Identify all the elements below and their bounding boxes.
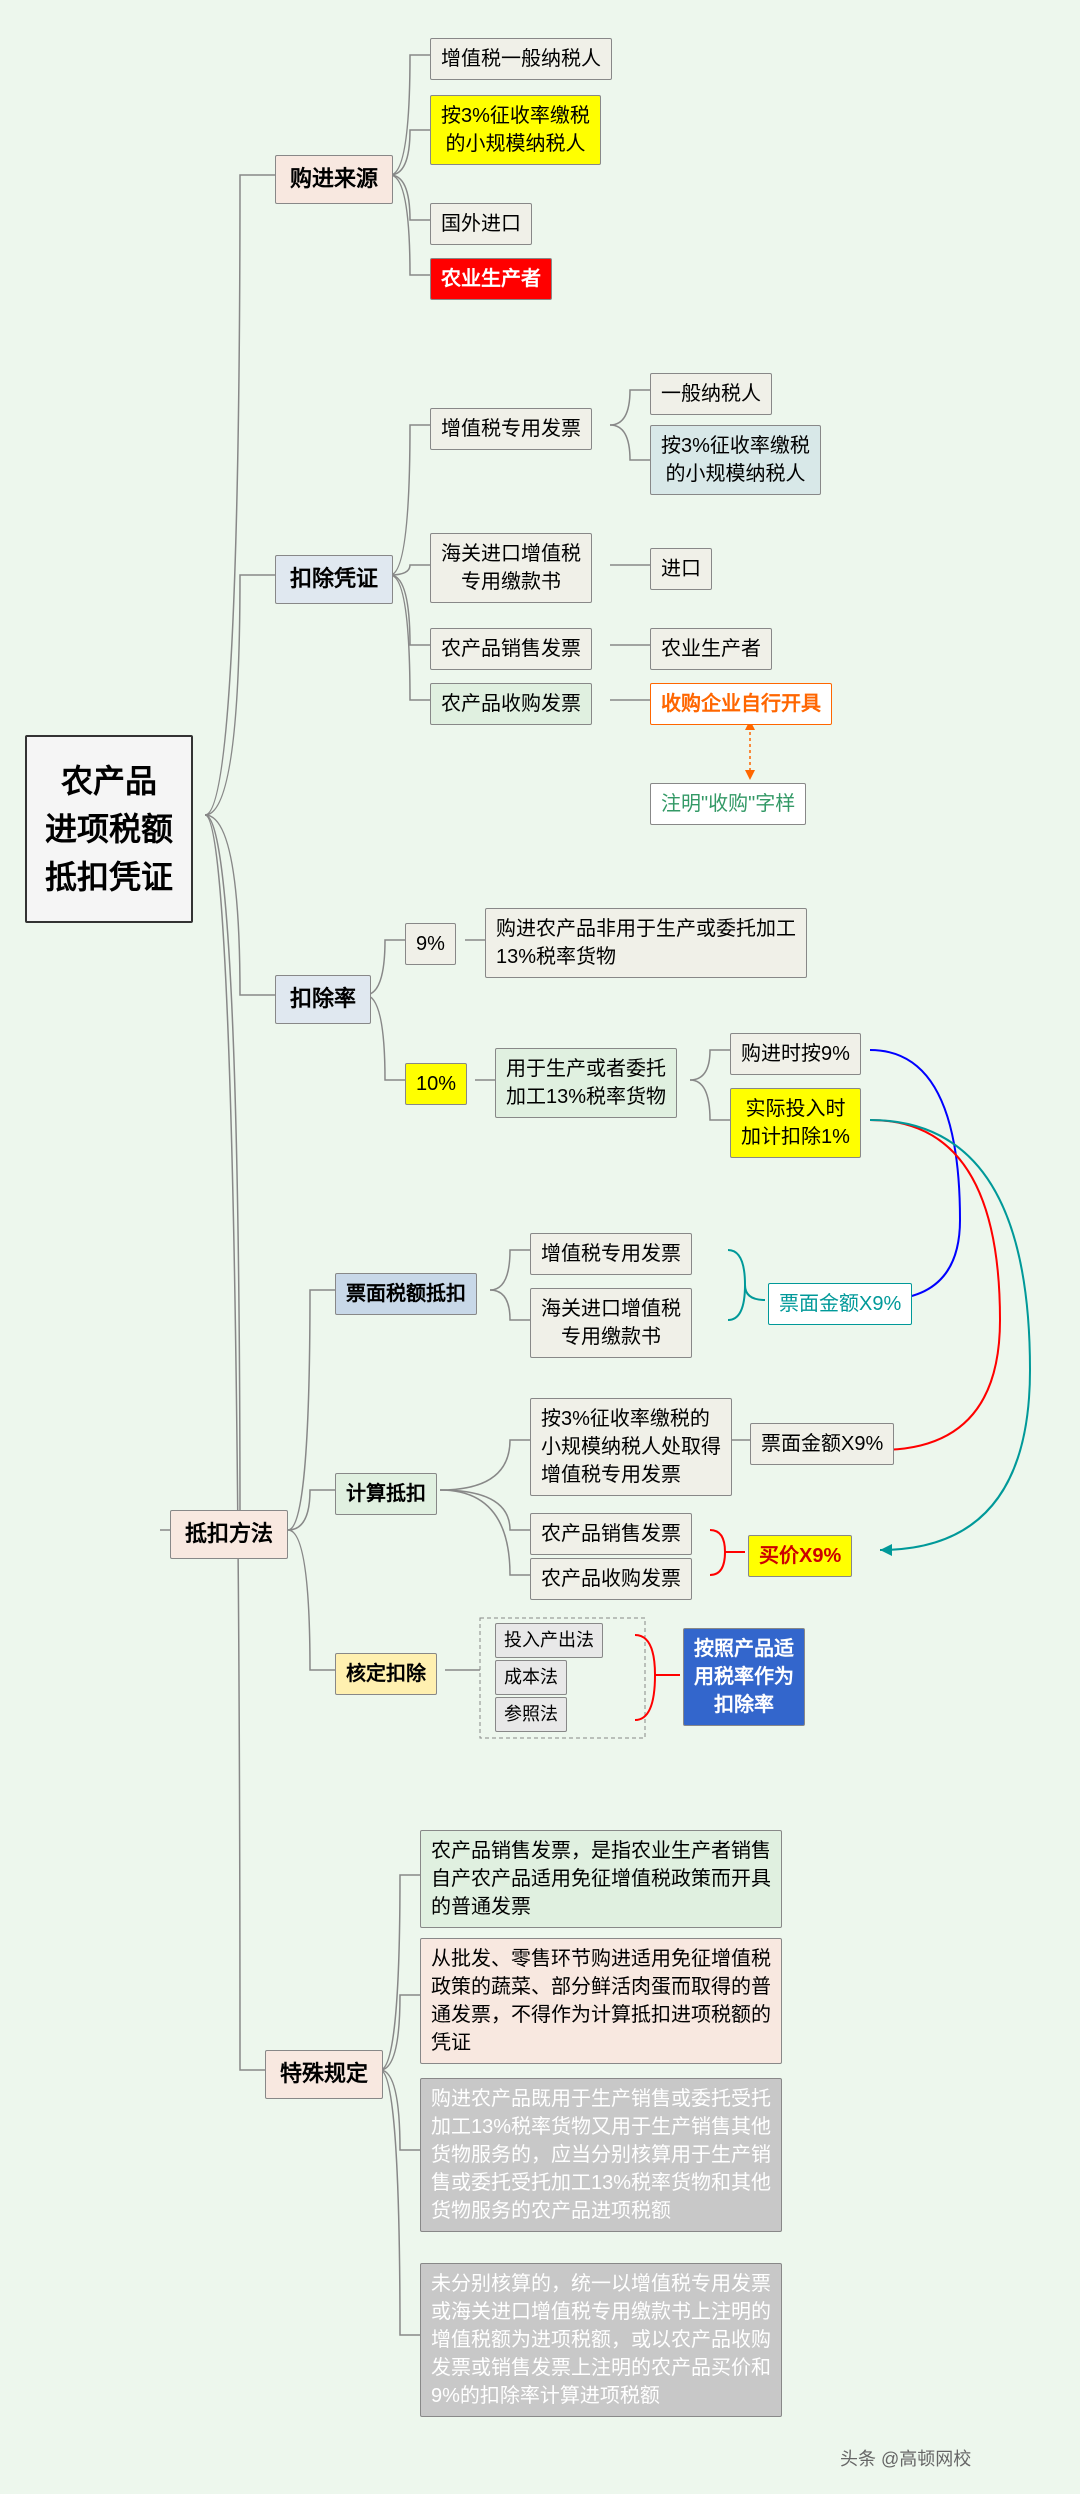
voucher-v1a: 一般纳税人: [650, 373, 772, 415]
source-item-4: 农业生产者: [430, 258, 552, 300]
voucher-v1: 增值税专用发票: [430, 408, 592, 450]
method-m3c: 参照法: [495, 1697, 567, 1732]
branch-special: 特殊规定: [265, 2050, 383, 2099]
method-m3d: 按照产品适 用税率作为 扣除率: [683, 1628, 805, 1726]
rate-r2a: 用于生产或者委托 加工13%税率货物: [495, 1048, 677, 1118]
rate-r2: 10%: [405, 1063, 467, 1105]
watermark-text: 头条 @高顿网校: [840, 2445, 971, 2471]
method-m3: 核定扣除: [335, 1653, 437, 1695]
rate-r2b: 购进时按9%: [730, 1033, 861, 1075]
special-s2: 从批发、零售环节购进适用免征增值税 政策的蔬菜、部分鲜活肉蛋而取得的普 通发票，…: [420, 1938, 782, 2064]
special-s4: 未分别核算的，统一以增值税专用发票 或海关进口增值税专用缴款书上注明的 增值税额…: [420, 2263, 782, 2417]
rate-r1: 9%: [405, 923, 456, 965]
method-m2a: 按3%征收率缴税的 小规模纳税人处取得 增值税专用发票: [530, 1398, 732, 1496]
method-m3b: 成本法: [495, 1660, 567, 1695]
voucher-v4: 农产品收购发票: [430, 683, 592, 725]
rate-r1a: 购进农产品非用于生产或委托加工 13%税率货物: [485, 908, 807, 978]
source-item-2: 按3%征收率缴税 的小规模纳税人: [430, 95, 601, 165]
voucher-v2a: 进口: [650, 548, 712, 590]
method-m2e: 买价X9%: [748, 1535, 852, 1577]
voucher-v2: 海关进口增值税 专用缴款书: [430, 533, 592, 603]
voucher-v4b: 注明"收购"字样: [650, 783, 806, 825]
source-item-1: 增值税一般纳税人: [430, 38, 612, 80]
rate-r2c: 实际投入时 加计扣除1%: [730, 1088, 861, 1158]
voucher-v1b: 按3%征收率缴税 的小规模纳税人: [650, 425, 821, 495]
source-item-3: 国外进口: [430, 203, 532, 245]
method-m1b: 海关进口增值税 专用缴款书: [530, 1288, 692, 1358]
voucher-v3a: 农业生产者: [650, 628, 772, 670]
method-m2: 计算抵扣: [335, 1473, 437, 1515]
method-m2c: 农产品销售发票: [530, 1513, 692, 1555]
method-m1c: 票面金额X9%: [768, 1283, 912, 1325]
branch-source: 购进来源: [275, 155, 393, 204]
special-s3: 购进农产品既用于生产销售或委托受托 加工13%税率货物又用于生产销售其他 货物服…: [420, 2078, 782, 2232]
voucher-v4a: 收购企业自行开具: [650, 683, 832, 725]
method-m2b: 票面金额X9%: [750, 1423, 894, 1465]
voucher-v3: 农产品销售发票: [430, 628, 592, 670]
method-m3a: 投入产出法: [495, 1623, 603, 1658]
root-node: 农产品 进项税额 抵扣凭证: [25, 735, 193, 923]
method-m1: 票面税额抵扣: [335, 1273, 477, 1315]
branch-method: 抵扣方法: [170, 1510, 288, 1559]
special-s1: 农产品销售发票，是指农业生产者销售 自产农产品适用免征增值税政策而开具 的普通发…: [420, 1830, 782, 1928]
branch-voucher: 扣除凭证: [275, 555, 393, 604]
method-m1a: 增值税专用发票: [530, 1233, 692, 1275]
branch-rate: 扣除率: [275, 975, 371, 1024]
method-m2d: 农产品收购发票: [530, 1558, 692, 1600]
